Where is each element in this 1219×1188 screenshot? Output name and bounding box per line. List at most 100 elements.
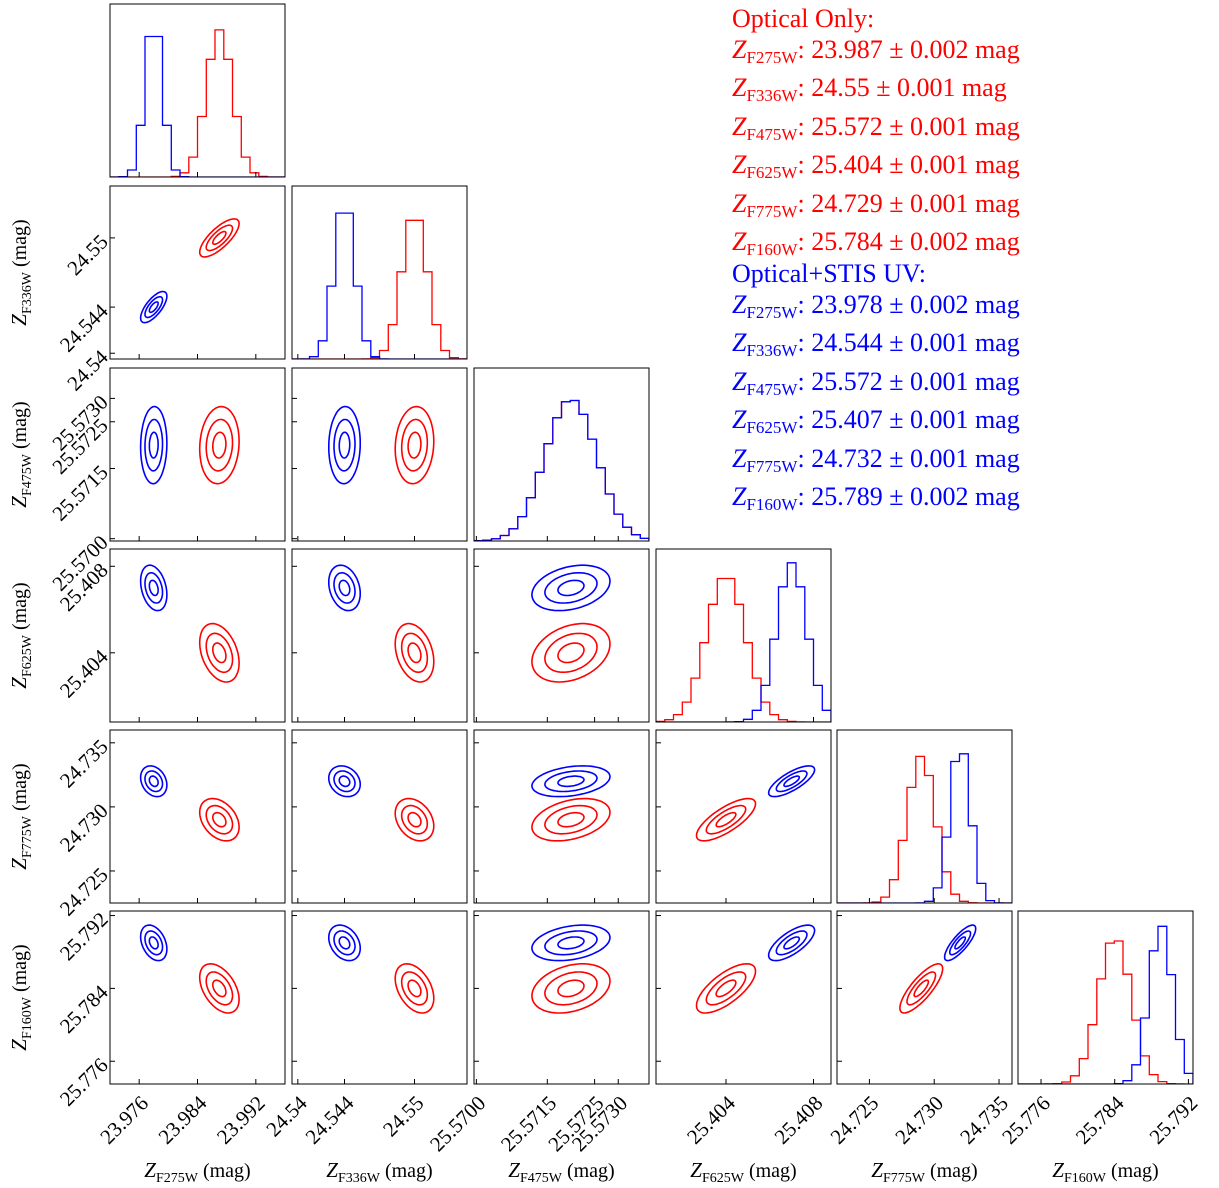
axis-label-subscript: F275W — [156, 1171, 199, 1186]
optical-contour — [531, 963, 611, 1014]
stis-contour — [557, 775, 585, 788]
optical-contour — [913, 979, 930, 998]
stis-contour — [531, 765, 611, 798]
axis-label-symbol: Z — [7, 314, 31, 326]
stis-contour — [148, 775, 159, 788]
axis-label-symbol: Z — [7, 1039, 31, 1051]
legend-subscript: F336W — [746, 341, 798, 360]
axis-label-subscript: F775W — [20, 815, 35, 858]
y-axis-label: ZF775W (mag) — [7, 763, 35, 869]
x-tick-label: 23.976 — [95, 1091, 153, 1149]
axis-label-subscript: F475W — [20, 453, 35, 496]
x-tick-label: 23.992 — [212, 1091, 270, 1149]
stis-contour — [767, 924, 816, 962]
stis-contour — [144, 930, 164, 956]
optical-contour — [205, 224, 234, 252]
panel-frame — [109, 367, 286, 542]
legend-symbol: Z — [732, 482, 747, 511]
stis-contour — [333, 418, 356, 472]
panel-frame — [473, 729, 650, 904]
legend-row: ZF625W: 25.407 ± 0.001 mag — [732, 405, 1020, 444]
axis-label-symbol: Z — [690, 1158, 702, 1182]
contour-panel — [836, 910, 1013, 1085]
stis-contour — [531, 564, 611, 612]
optical-contour — [531, 797, 611, 842]
optical-contour — [198, 622, 240, 683]
axis-label-unit: (mag) — [9, 401, 31, 454]
axis-label-unit: (mag) — [9, 582, 31, 635]
stis-histogram — [292, 212, 467, 359]
legend-optical-rows: ZF275W: 23.987 ± 0.002 mag ZF336W: 24.55 … — [732, 35, 1020, 266]
panel-frame — [655, 548, 832, 723]
y-tick-label: 24.55 — [62, 230, 112, 280]
stis-histogram — [474, 399, 649, 541]
x-tick-label: 25.776 — [997, 1091, 1055, 1149]
x-tick-label: 24.725 — [826, 1091, 884, 1149]
stis-contour — [328, 924, 361, 962]
optical-contour — [212, 811, 227, 828]
optical-contour — [394, 405, 435, 485]
legend-row: ZF275W: 23.978 ± 0.002 mag — [732, 290, 1020, 329]
legend-value: : 24.732 ± 0.001 mag — [797, 443, 1020, 473]
legend-row: ZF275W: 23.987 ± 0.002 mag — [732, 35, 1020, 74]
axis-label-symbol: Z — [7, 496, 31, 508]
optical-contour — [531, 622, 611, 683]
histogram-panel — [836, 729, 1013, 904]
stis-histogram — [656, 562, 831, 722]
stis-contour — [139, 924, 168, 962]
legend-symbol: Z — [732, 111, 747, 141]
optical-contour — [198, 797, 240, 842]
legend-subscript: F775W — [746, 201, 798, 221]
stis-contour — [338, 579, 351, 597]
optical-contour — [400, 418, 429, 472]
panel-frame — [473, 367, 650, 542]
x-tick-label: 24.544 — [301, 1091, 359, 1149]
legend-row: ZF475W: 25.572 ± 0.001 mag — [732, 112, 1020, 151]
stis-contour — [775, 930, 808, 956]
optical-contour — [544, 632, 598, 673]
contour-panel — [291, 367, 468, 542]
optical-contour — [557, 979, 585, 998]
optical-contour — [544, 971, 598, 1006]
legend-row: ZF775W: 24.732 ± 0.001 mag — [732, 444, 1020, 483]
contour-panel — [109, 367, 286, 542]
stis-contour — [338, 431, 351, 459]
legend-row: ZF160W: 25.789 ± 0.002 mag — [732, 482, 1020, 521]
panel-frame — [473, 910, 650, 1085]
legend-subscript: F275W — [746, 302, 798, 322]
stis-histogram — [1018, 925, 1193, 1084]
stis-contour — [144, 295, 164, 319]
legend-row: ZF336W: 24.55 ± 0.001 mag — [732, 73, 1020, 112]
legend-stis-rows: ZF275W: 23.978 ± 0.002 mag ZF336W: 24.544… — [732, 290, 1020, 521]
contour-panel — [655, 729, 832, 904]
panel-frame — [291, 185, 468, 360]
optical-contour — [705, 971, 747, 1006]
legend-row: ZF475W: 25.572 ± 0.001 mag — [732, 367, 1020, 406]
optical-contour — [557, 642, 585, 664]
contour-panel — [109, 185, 286, 360]
x-tick-label: 23.984 — [154, 1091, 212, 1149]
optical-contour — [906, 971, 937, 1006]
axis-label-subscript: F625W — [702, 1171, 745, 1186]
stis-histogram — [837, 753, 1012, 903]
optical-contour — [198, 405, 240, 485]
x-axis-label: ZF775W (mag) — [871, 1158, 977, 1186]
optical-contour — [205, 418, 234, 472]
stis-contour — [144, 418, 164, 472]
y-tick-label: 25.776 — [55, 1053, 113, 1111]
legend-symbol: Z — [732, 328, 747, 357]
x-axis-label: ZF160W (mag) — [1052, 1158, 1158, 1186]
panel-frame — [109, 185, 286, 360]
stis-contour — [144, 770, 164, 793]
legend-subscript: F275W — [746, 47, 798, 67]
stis-contour — [783, 936, 801, 950]
legend-value: : 24.55 ± 0.001 mag — [797, 73, 1007, 102]
y-axis-label: ZF160W (mag) — [7, 944, 35, 1050]
x-axis-label: ZF625W (mag) — [690, 1158, 796, 1186]
panel-frame — [836, 910, 1013, 1085]
stis-contour — [544, 770, 598, 793]
stis-contour — [338, 936, 351, 950]
panel-frame — [291, 367, 468, 542]
optical-contour — [198, 962, 240, 1014]
optical-contour — [394, 622, 435, 683]
